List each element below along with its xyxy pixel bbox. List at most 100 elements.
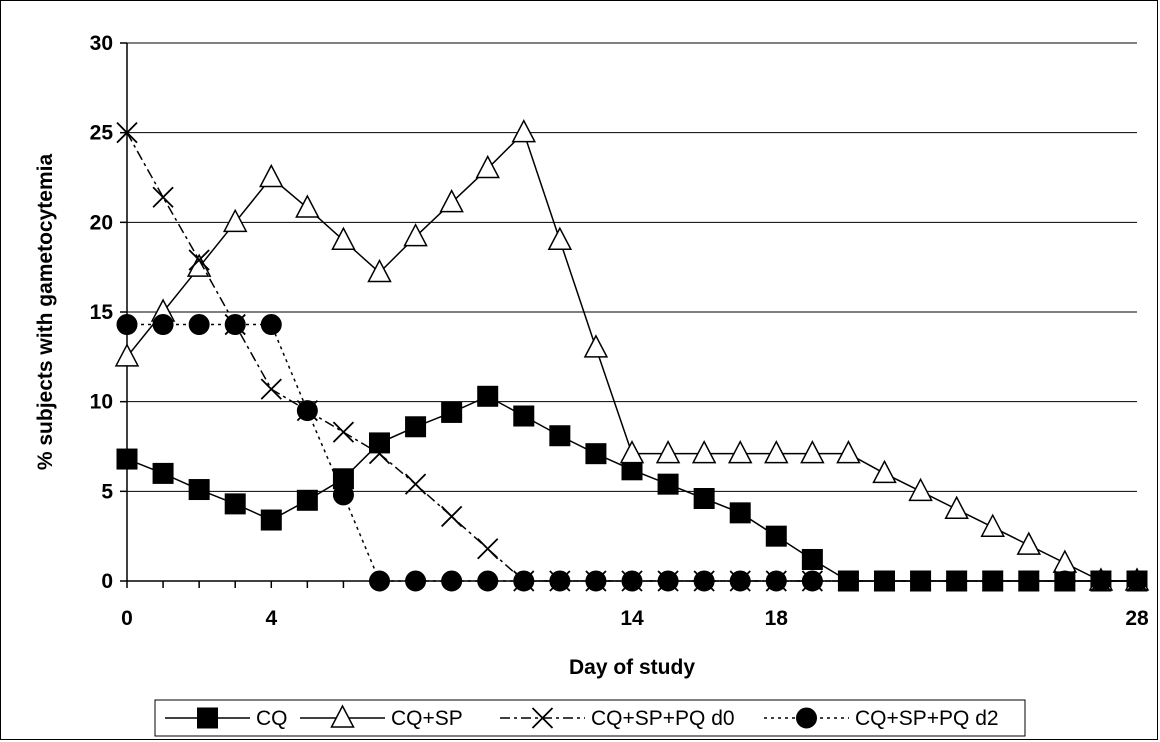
- cq-sp-pq-d2-point: [188, 314, 210, 336]
- cq-sp-point: [619, 440, 645, 464]
- series-line-cq: [126, 395, 1137, 582]
- cq-point: [657, 473, 679, 495]
- cq-point: [513, 405, 535, 427]
- y-axis-title: % subjects with gametocytemia: [34, 154, 57, 471]
- cq-sp-point: [114, 343, 140, 367]
- y-tick-label: 20: [90, 211, 113, 234]
- cq-point: [405, 416, 427, 438]
- cq-point: [296, 489, 318, 511]
- cq-sp-point: [511, 119, 537, 143]
- cq-sp-point: [944, 495, 969, 520]
- cq-sp-pq-d2-point: [729, 570, 751, 592]
- y-tick-label: 30: [90, 32, 113, 55]
- cq-point: [197, 707, 218, 729]
- y-tick-label: 10: [90, 391, 113, 414]
- cq-sp-point: [655, 440, 681, 464]
- cq-sp-pq-d2-point: [152, 314, 174, 336]
- cq-sp-point: [872, 459, 897, 484]
- cq-sp-pq-d2-point: [765, 570, 787, 592]
- cq-sp-point: [547, 226, 573, 251]
- cq-sp-pq-d2-point: [477, 570, 499, 592]
- series-cq-sp: [114, 119, 1150, 591]
- cq-sp-pq-d2-point: [621, 570, 643, 592]
- cq-sp-pq-d2-point: [801, 570, 823, 592]
- cq-point: [729, 502, 751, 524]
- legend-label-cq-sp-pq-d0: CQ+SP+PQ d0: [591, 707, 735, 730]
- cq-sp-pq-d2-point: [657, 570, 679, 592]
- cq-sp-pq-d2-point: [982, 570, 1004, 592]
- cq-sp-point: [764, 440, 789, 464]
- series-cq: [116, 385, 1148, 592]
- cq-sp-pq-d2-point: [260, 314, 282, 336]
- cq-sp-pq-d2-point: [1126, 570, 1148, 592]
- cq-point: [152, 462, 174, 484]
- cq-sp-pq-d2-point: [549, 570, 571, 592]
- cq-sp-point: [836, 440, 861, 464]
- cq-sp-pq-d0-point: [441, 505, 463, 528]
- cq-sp-point: [222, 208, 248, 233]
- cq-sp-pq-d0-point: [260, 378, 282, 400]
- x-axis-title: Day of study: [569, 656, 695, 679]
- cq-point: [765, 525, 787, 547]
- cq-point: [801, 548, 823, 570]
- cq-sp-pq-d2-point: [874, 570, 895, 592]
- cq-point: [369, 432, 390, 454]
- cq-sp-pq-d0-point: [404, 473, 427, 495]
- cq-sp-pq-d0-point: [152, 186, 174, 208]
- cq-sp-pq-d0-point: [477, 538, 499, 560]
- legend-label-cq-sp-pq-d2: CQ+SP+PQ d2: [855, 707, 999, 730]
- cq-sp-pq-d2-point: [1090, 570, 1112, 592]
- cq-sp-pq-d0-point: [188, 249, 210, 271]
- cq-sp-pq-d2-point: [1054, 570, 1076, 592]
- cq-sp-pq-d2-point: [224, 314, 246, 336]
- cq-sp-pq-d0-point: [531, 707, 554, 729]
- cq-sp-pq-d0-point: [332, 421, 355, 443]
- cq-point: [585, 443, 607, 465]
- cq-point: [441, 401, 463, 423]
- cq-point: [477, 385, 499, 407]
- cq-sp-point: [908, 477, 933, 502]
- y-tick-label: 5: [101, 480, 113, 503]
- cq-sp-point: [800, 440, 825, 464]
- gridlines: [127, 42, 1137, 492]
- cq-sp-pq-d0-point: [116, 122, 138, 144]
- cq-point: [224, 493, 246, 515]
- cq-sp-point: [259, 163, 284, 188]
- cq-point: [693, 488, 715, 510]
- legend-label-cq-sp: CQ+SP: [391, 707, 463, 730]
- legend-items: CQ CQ+SP CQ+SP+PQ d0 CQ+SP+PQ d2: [165, 704, 999, 730]
- cq-sp-pq-d2-point: [837, 570, 859, 592]
- cq-sp-point: [980, 513, 1005, 537]
- cq-sp-pq-d2-point: [796, 707, 817, 729]
- cq-sp-pq-d2-point: [585, 570, 607, 592]
- cq-sp-point: [1052, 549, 1078, 573]
- legend: CQ CQ+SP CQ+SP+PQ d0 CQ+SP+PQ d2: [154, 699, 1026, 737]
- cq-sp-point: [331, 226, 356, 251]
- cq-sp-point: [583, 334, 609, 358]
- cq-sp-pq-d2-point: [332, 484, 354, 506]
- cq-point: [549, 425, 571, 447]
- x-tick-label: 14: [620, 607, 644, 630]
- cq-sp-pq-d2-point: [369, 570, 390, 592]
- tick-labels: 0 5 10 15 20 25 30 0 4 14 18 28: [90, 32, 1149, 630]
- y-tick-label: 25: [90, 122, 114, 145]
- cq-sp-point: [691, 440, 717, 464]
- cq-point: [188, 479, 210, 501]
- cq-sp-pq-d2-point: [1018, 570, 1040, 592]
- cq-sp-pq-d2-point: [405, 570, 427, 592]
- cq-sp-pq-d2-point: [296, 400, 318, 422]
- cq-sp-pq-d0-point: [368, 443, 391, 465]
- legend-label-cq: CQ: [256, 707, 288, 730]
- cq-point: [116, 448, 138, 470]
- x-tick-label: 4: [265, 607, 277, 630]
- cq-sp-pq-d2-point: [116, 314, 138, 336]
- cq-sp-point: [1016, 531, 1042, 555]
- cq-sp-pq-d2-point: [910, 570, 932, 592]
- y-tick-label: 15: [90, 301, 114, 324]
- cq-sp-point: [403, 223, 428, 247]
- cq-sp-pq-d2-point: [513, 570, 535, 592]
- cq-sp-point: [439, 188, 464, 213]
- x-tick-label: 0: [121, 607, 133, 630]
